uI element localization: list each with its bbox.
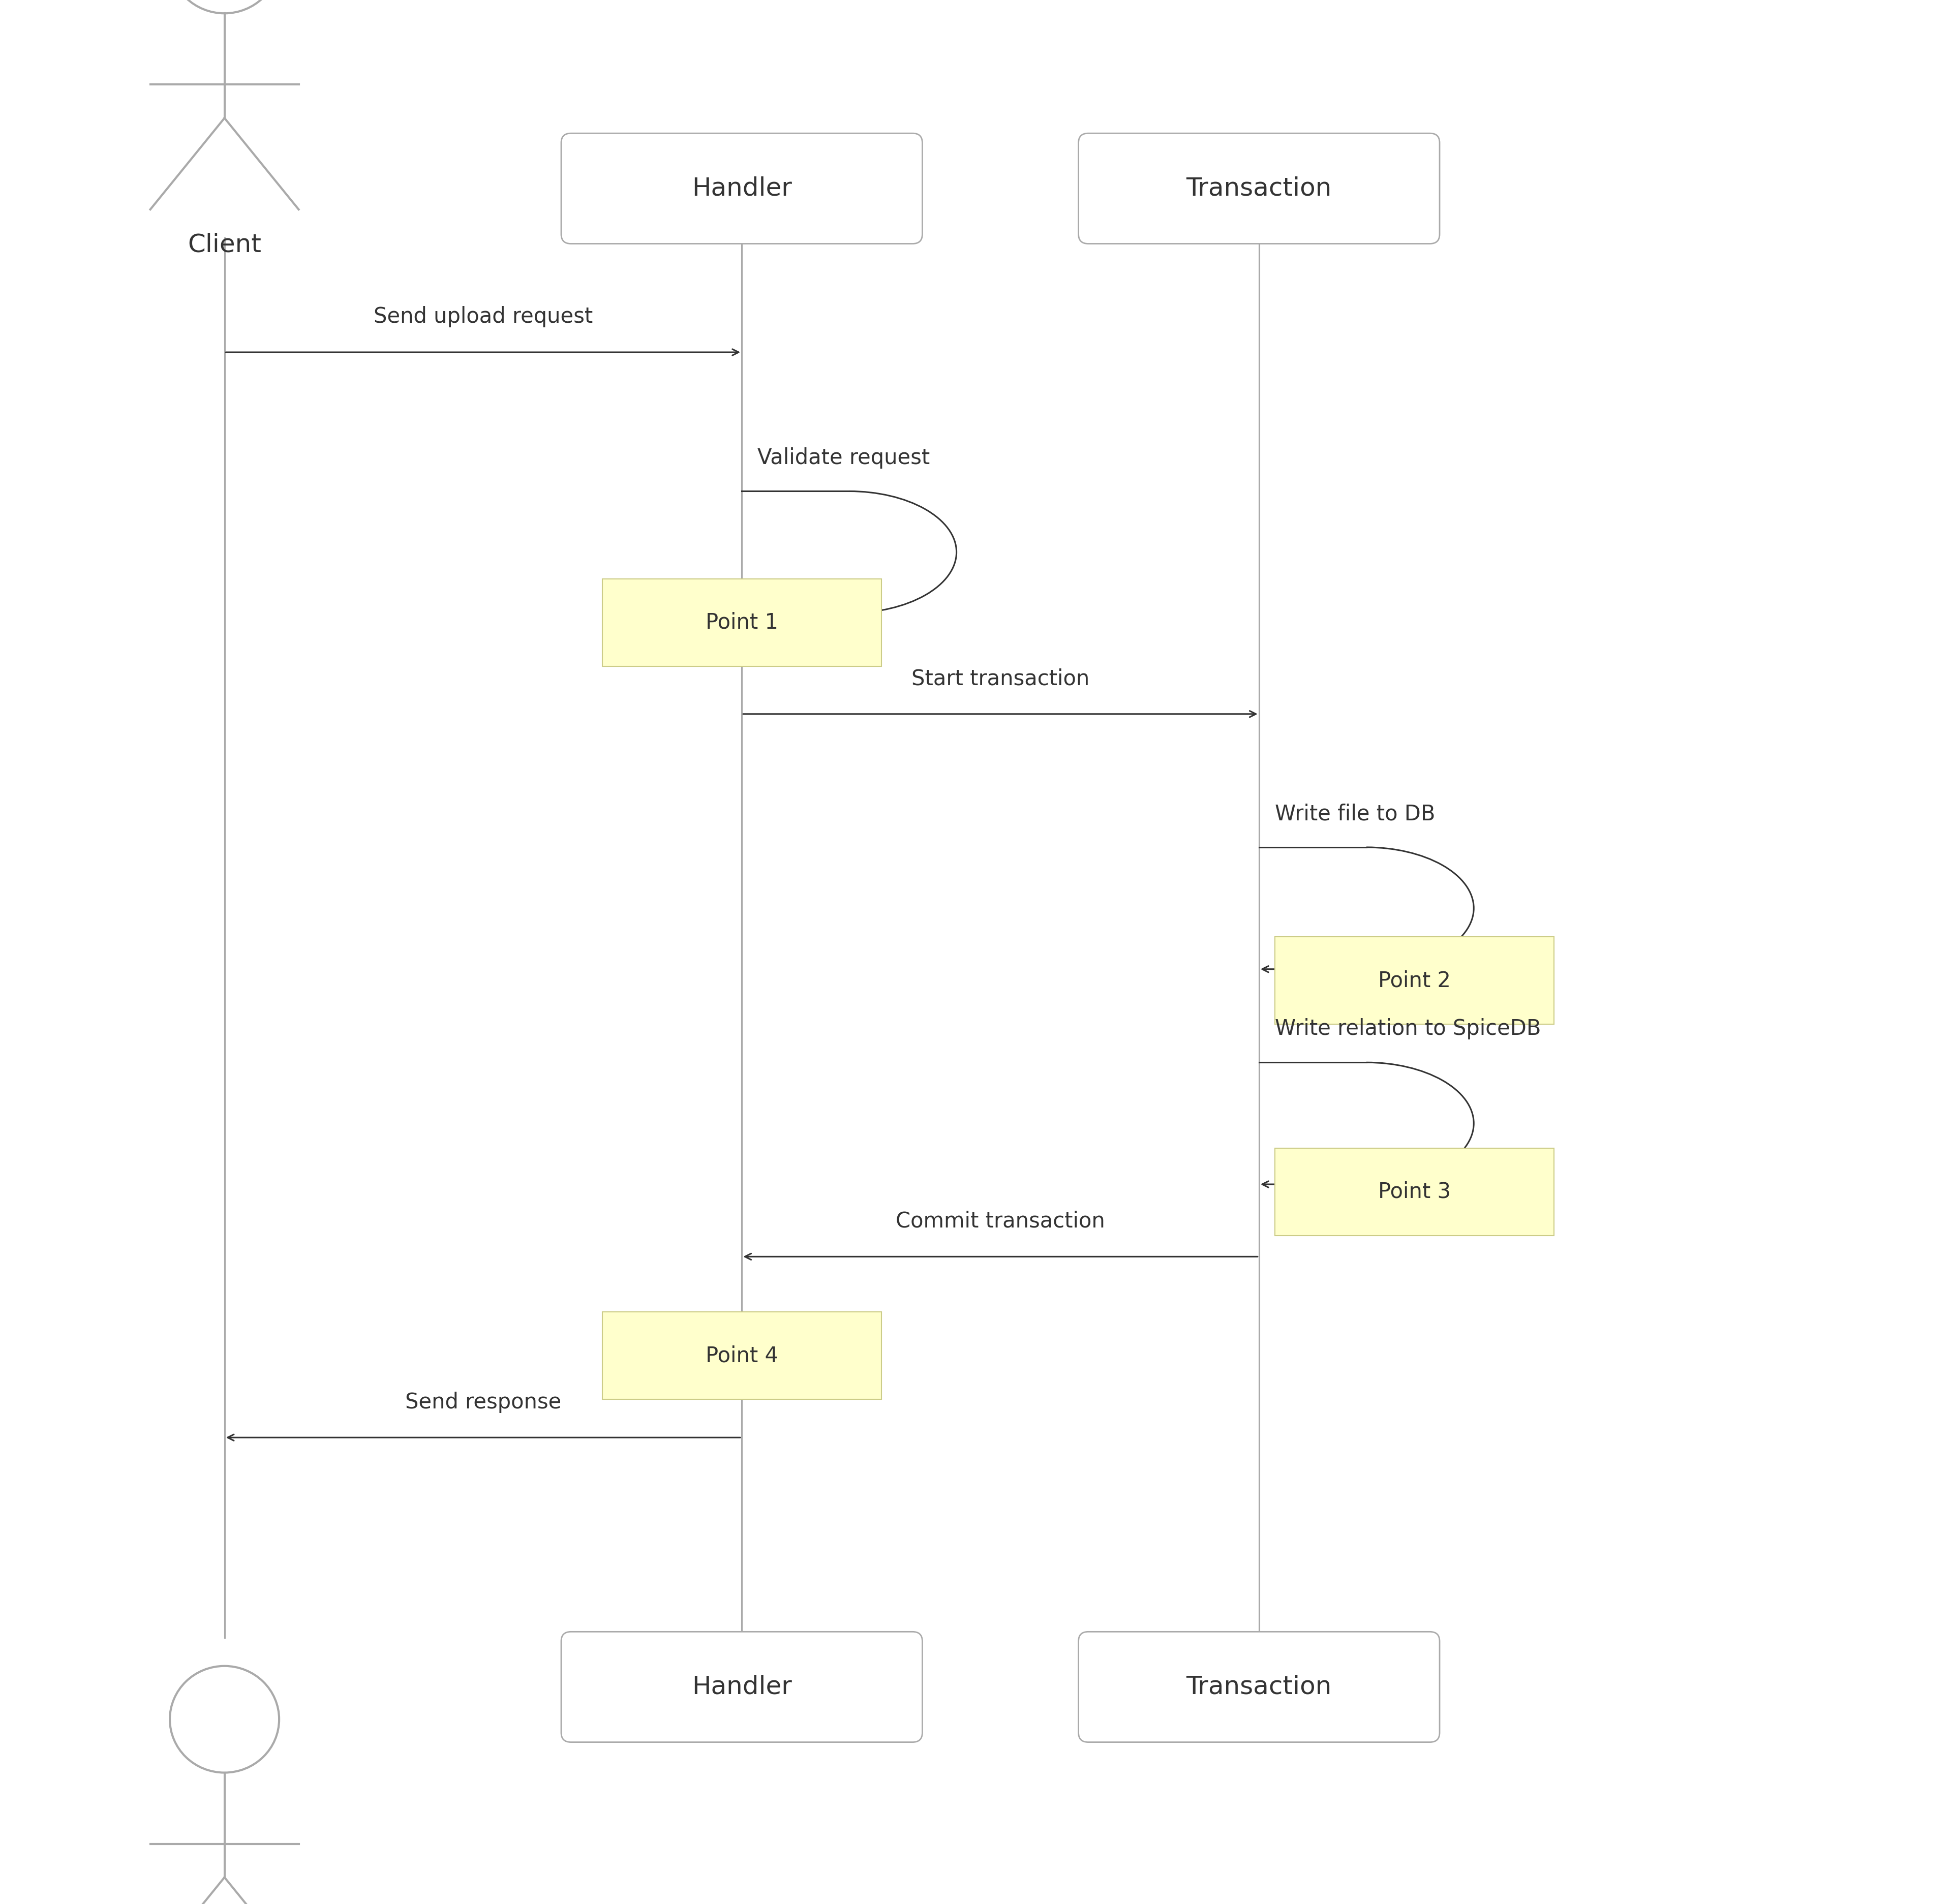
- Text: Handler: Handler: [691, 1676, 793, 1698]
- FancyBboxPatch shape: [601, 579, 882, 666]
- Text: Point 4: Point 4: [705, 1344, 779, 1367]
- FancyBboxPatch shape: [1275, 937, 1554, 1024]
- Text: Commit transaction: Commit transaction: [896, 1211, 1105, 1232]
- FancyBboxPatch shape: [562, 133, 921, 244]
- Text: Send response: Send response: [404, 1392, 562, 1413]
- Text: Point 2: Point 2: [1378, 969, 1450, 992]
- Text: Write file to DB: Write file to DB: [1275, 803, 1435, 824]
- Text: Handler: Handler: [691, 177, 793, 200]
- Text: Client: Client: [187, 232, 262, 257]
- Text: Transaction: Transaction: [1187, 1676, 1331, 1698]
- Text: Transaction: Transaction: [1187, 177, 1331, 200]
- Text: Start transaction: Start transaction: [912, 668, 1089, 689]
- FancyBboxPatch shape: [562, 1632, 921, 1742]
- Text: Point 3: Point 3: [1378, 1180, 1450, 1203]
- Text: Point 1: Point 1: [705, 611, 779, 634]
- FancyBboxPatch shape: [1275, 1148, 1554, 1236]
- FancyBboxPatch shape: [601, 1312, 882, 1399]
- Text: Validate request: Validate request: [757, 447, 929, 468]
- Text: Write relation to SpiceDB: Write relation to SpiceDB: [1275, 1019, 1540, 1040]
- FancyBboxPatch shape: [1078, 1632, 1441, 1742]
- Text: Send upload request: Send upload request: [373, 307, 593, 327]
- FancyBboxPatch shape: [1078, 133, 1441, 244]
